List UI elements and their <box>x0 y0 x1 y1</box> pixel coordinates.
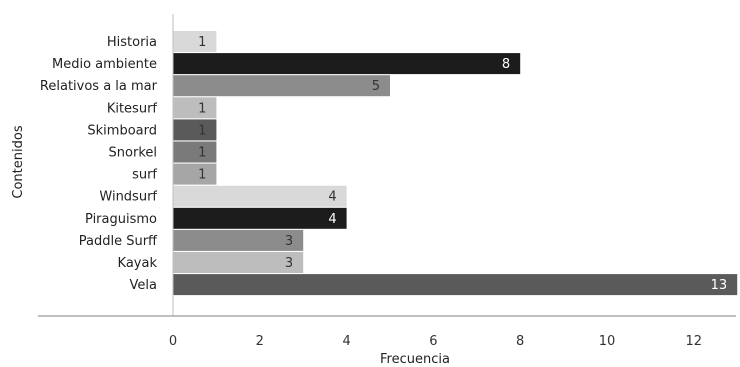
data-label: 1 <box>198 146 206 161</box>
bar <box>173 141 217 163</box>
category-labels-group: Historia Medio ambiente Relativos a la mar… <box>40 35 158 293</box>
category-label: surf <box>132 168 157 183</box>
category-label: Historia <box>107 35 157 50</box>
category-label: Windsurf <box>99 190 157 205</box>
x-tick-label: 6 <box>429 334 437 349</box>
data-label: 1 <box>198 168 206 183</box>
bars-group <box>173 31 738 296</box>
bar <box>173 163 217 185</box>
x-tick-label: 10 <box>599 334 616 349</box>
bar <box>173 252 304 273</box>
data-label: 13 <box>711 278 728 293</box>
bar <box>173 274 738 296</box>
bar <box>173 31 217 52</box>
category-label: Skimboard <box>87 123 157 138</box>
category-label: Vela <box>130 278 157 293</box>
bar <box>173 53 521 75</box>
bar <box>173 207 347 229</box>
data-label: 1 <box>198 123 206 138</box>
x-tick-label: 8 <box>516 334 524 349</box>
x-axis-title: Frecuencia <box>380 352 450 367</box>
category-label: Medio ambiente <box>52 57 157 72</box>
bar <box>173 97 217 119</box>
category-label: Snorkel <box>109 146 157 161</box>
x-tick-label: 2 <box>256 334 264 349</box>
category-label: Piraguismo <box>85 212 157 227</box>
data-label: 8 <box>502 57 510 72</box>
bar <box>173 119 217 141</box>
category-label: Relativos a la mar <box>40 79 158 94</box>
x-tick-label: 0 <box>169 334 177 349</box>
bar <box>173 185 347 207</box>
data-label: 4 <box>328 212 336 227</box>
data-label: 3 <box>285 234 293 249</box>
data-labels-group: 1 8 5 1 1 1 1 4 4 3 3 13 <box>198 35 727 293</box>
x-tick-label: 12 <box>686 334 703 349</box>
data-label: 1 <box>198 35 206 50</box>
category-label: Kayak <box>118 256 158 271</box>
data-label: 3 <box>285 256 293 271</box>
data-label: 5 <box>372 79 380 94</box>
category-label: Kitesurf <box>107 101 158 116</box>
data-label: 4 <box>328 190 336 205</box>
x-tick-labels-group: 0 2 4 6 8 10 12 <box>169 334 702 349</box>
data-label: 1 <box>198 101 206 116</box>
bar <box>173 229 304 251</box>
y-axis-title: Contenidos <box>11 125 26 198</box>
x-tick-label: 4 <box>342 334 350 349</box>
category-label: Paddle Surff <box>79 234 158 249</box>
bar <box>173 75 390 97</box>
